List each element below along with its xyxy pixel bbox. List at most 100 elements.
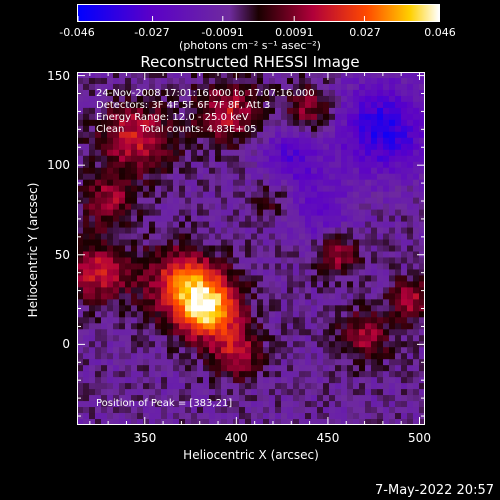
heatmap-cell bbox=[383, 257, 390, 265]
heatmap-cell bbox=[77, 113, 84, 121]
heatmap-cell bbox=[329, 167, 336, 175]
heatmap-cell bbox=[77, 77, 84, 85]
heatmap-cell bbox=[161, 167, 168, 175]
heatmap-cell bbox=[203, 353, 210, 360]
heatmap-cell bbox=[143, 155, 150, 163]
heatmap-cell bbox=[377, 113, 384, 121]
heatmap-cell bbox=[419, 365, 425, 372]
heatmap-cell bbox=[281, 359, 288, 366]
heatmap-cell bbox=[371, 221, 378, 229]
heatmap-cell bbox=[371, 341, 378, 348]
heatmap-cell bbox=[113, 413, 120, 420]
heatmap-cell bbox=[143, 227, 150, 235]
heatmap-cell bbox=[89, 263, 96, 271]
heatmap-cell bbox=[359, 365, 366, 372]
heatmap-cell bbox=[245, 155, 252, 163]
heatmap-cell bbox=[77, 275, 84, 282]
heatmap-cell bbox=[95, 203, 102, 211]
heatmap-cell bbox=[305, 191, 312, 199]
heatmap-cell bbox=[275, 323, 282, 330]
heatmap-cell bbox=[347, 251, 354, 259]
heatmap-cell bbox=[341, 245, 348, 253]
heatmap-cell bbox=[233, 83, 240, 91]
heatmap-cell bbox=[227, 131, 234, 139]
heatmap-cell bbox=[341, 131, 348, 139]
heatmap-cell bbox=[263, 341, 270, 348]
heatmap-cell bbox=[149, 191, 156, 199]
heatmap-cell bbox=[203, 395, 210, 402]
heatmap-cell bbox=[119, 209, 126, 217]
heatmap-cell bbox=[317, 407, 324, 414]
heatmap-cell bbox=[329, 209, 336, 217]
heatmap-cell bbox=[395, 359, 402, 366]
heatmap-cell bbox=[209, 221, 216, 229]
heatmap-cell bbox=[125, 317, 132, 324]
heatmap-cell bbox=[251, 209, 258, 217]
heatmap-cell bbox=[107, 401, 114, 408]
heatmap-cell bbox=[137, 143, 144, 151]
heatmap-cell bbox=[287, 275, 294, 282]
heatmap-cell bbox=[245, 107, 252, 115]
heatmap-cell bbox=[227, 233, 234, 241]
heatmap-cell bbox=[407, 365, 414, 372]
heatmap-cell bbox=[413, 155, 420, 163]
heatmap-cell bbox=[179, 125, 186, 133]
heatmap-cell bbox=[359, 401, 366, 408]
heatmap-cell bbox=[233, 119, 240, 127]
heatmap-cell bbox=[215, 287, 222, 294]
heatmap-cell bbox=[119, 203, 126, 211]
heatmap-cell bbox=[401, 215, 408, 223]
heatmap-cell bbox=[197, 263, 204, 271]
heatmap-cell bbox=[341, 233, 348, 241]
heatmap-cell bbox=[131, 221, 138, 229]
heatmap-cell bbox=[407, 215, 414, 223]
heatmap-cell bbox=[341, 347, 348, 354]
heatmap-cell bbox=[323, 185, 330, 193]
heatmap-cell bbox=[389, 101, 396, 109]
heatmap-cell bbox=[239, 359, 246, 366]
heatmap-cell bbox=[137, 197, 144, 205]
heatmap-cell bbox=[311, 149, 318, 157]
heatmap-cell bbox=[275, 305, 282, 312]
heatmap-cell bbox=[365, 413, 372, 420]
heatmap-cell bbox=[281, 173, 288, 181]
heatmap-image bbox=[77, 72, 425, 425]
heatmap-cell bbox=[131, 377, 138, 384]
heatmap-cell bbox=[137, 221, 144, 229]
heatmap-cell bbox=[335, 413, 342, 420]
heatmap-cell bbox=[167, 113, 174, 121]
heatmap-cell bbox=[221, 119, 228, 127]
heatmap-cell bbox=[227, 137, 234, 145]
heatmap-cell bbox=[377, 407, 384, 414]
heatmap-cell bbox=[257, 317, 264, 324]
heatmap-cell bbox=[137, 359, 144, 366]
heatmap-cell bbox=[389, 137, 396, 145]
heatmap-cell bbox=[329, 419, 336, 425]
heatmap-cell bbox=[353, 131, 360, 139]
heatmap-cell bbox=[143, 401, 150, 408]
heatmap-cell bbox=[221, 263, 228, 271]
heatmap-cell bbox=[365, 401, 372, 408]
heatmap-cell bbox=[341, 125, 348, 133]
heatmap-cell bbox=[107, 299, 114, 306]
heatmap-cell bbox=[89, 359, 96, 366]
heatmap-cell bbox=[143, 275, 150, 282]
heatmap-cell bbox=[353, 209, 360, 217]
heatmap-cell bbox=[311, 209, 318, 217]
heatmap-cell bbox=[269, 365, 276, 372]
heatmap-cell bbox=[95, 341, 102, 348]
heatmap-cell bbox=[239, 257, 246, 265]
heatmap-cell bbox=[341, 287, 348, 294]
heatmap-cell bbox=[89, 239, 96, 247]
heatmap-cell bbox=[359, 107, 366, 115]
heatmap-cell bbox=[89, 197, 96, 205]
heatmap-cell bbox=[263, 293, 270, 300]
heatmap-cell bbox=[305, 347, 312, 354]
heatmap-cell bbox=[197, 239, 204, 247]
heatmap-cell bbox=[167, 275, 174, 282]
heatmap-cell bbox=[383, 389, 390, 396]
heatmap-cell bbox=[353, 383, 360, 390]
heatmap-cell bbox=[149, 293, 156, 300]
heatmap-cell bbox=[77, 131, 84, 139]
heatmap-cell bbox=[407, 383, 414, 390]
